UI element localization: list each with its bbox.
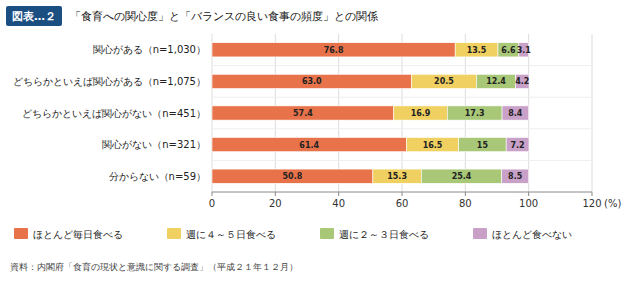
legend: ほとんど毎日食べる 週に４～５日食べる 週に２～３日食べる ほとんど食べない xyxy=(14,228,572,240)
bar-segment xyxy=(212,106,394,120)
data-label: 63.0 xyxy=(302,77,322,86)
grid-line xyxy=(592,34,593,192)
x-axis-line xyxy=(212,192,592,193)
data-labels: 76.8 13.5 6.63.1 63.0 20.5 12.4 4.2 57.4 16.9 17.… xyxy=(283,46,532,181)
category-label: どちらかといえば関心がある（n=1,075） xyxy=(13,76,206,87)
source-note: 資料：内閣府「食育の現状と意識に関する調査」（平成２１年１２月） xyxy=(10,262,298,272)
data-label: 20.5 xyxy=(434,77,454,86)
data-label: 15.3 xyxy=(387,172,407,181)
legend-swatch xyxy=(320,228,334,239)
tick-mark xyxy=(275,192,276,196)
bar-segment xyxy=(506,137,529,151)
bar-segment xyxy=(459,137,507,151)
tick-mark xyxy=(592,192,593,196)
bar-segment xyxy=(455,43,498,57)
tick-mark xyxy=(465,192,466,196)
data-label: 8.5 xyxy=(508,172,523,181)
data-label: 3.1 xyxy=(517,46,532,55)
data-label: 13.5 xyxy=(467,46,487,55)
grid xyxy=(212,34,592,192)
tick-label: 0 xyxy=(209,198,215,209)
tick-mark xyxy=(402,192,403,196)
x-axis-label: (%) xyxy=(604,198,621,209)
bar-segment xyxy=(212,137,406,151)
tick-label: 40 xyxy=(332,198,345,209)
legend-entry: 週に２～３日食べる xyxy=(339,229,429,240)
bars xyxy=(212,43,529,184)
legend-entry: ほとんど毎日食べる xyxy=(33,229,123,240)
legend-entry: 週に４～５日食べる xyxy=(186,229,276,240)
tick-label: 100 xyxy=(519,198,538,209)
data-label: 57.4 xyxy=(293,109,313,118)
tick-mark xyxy=(212,192,213,196)
data-label: 25.4 xyxy=(452,172,472,181)
bar-segment xyxy=(502,106,529,120)
data-label: 7.2 xyxy=(510,141,524,150)
category-label: 関心がない（n=321） xyxy=(102,139,206,150)
bar-segment xyxy=(212,169,373,183)
data-label: 12.4 xyxy=(486,77,506,86)
data-label: 16.5 xyxy=(423,141,443,150)
data-label: 17.3 xyxy=(465,109,485,118)
category-label: 関心がある（n=1,030） xyxy=(93,44,206,55)
legend-swatch xyxy=(167,228,181,239)
legend-swatch xyxy=(14,228,28,239)
bar-segment xyxy=(447,106,502,120)
bar-segment xyxy=(412,74,477,88)
bar-segment xyxy=(406,137,458,151)
tick-label: 120 xyxy=(582,198,601,209)
data-label: 8.4 xyxy=(508,109,523,118)
legend-entry: ほとんど食べない xyxy=(492,229,572,240)
tick-mark xyxy=(528,192,529,196)
chart: 図表…２ 「食育への関心度」と「バランスの良い食事の頻度」との関係 0 20 40 60 8… xyxy=(0,0,640,291)
tick-mark xyxy=(338,192,339,196)
category-label: どちらかといえば関心がない（n=451） xyxy=(22,108,206,119)
data-label: 76.8 xyxy=(324,46,344,55)
bar-segment xyxy=(373,169,421,183)
row-separator xyxy=(212,160,592,161)
data-label: 4.2 xyxy=(515,77,529,86)
row-separator xyxy=(212,128,592,129)
bar-segment xyxy=(421,169,501,183)
tick-label: 60 xyxy=(396,198,409,209)
legend-swatch xyxy=(473,228,487,239)
tick-label: 20 xyxy=(269,198,282,209)
header-label: 図表…２ xyxy=(12,10,56,23)
data-label: 50.8 xyxy=(283,172,303,181)
row-separator xyxy=(212,97,592,98)
data-label: 16.9 xyxy=(411,109,431,118)
bar-segment xyxy=(476,74,515,88)
tick-label: 80 xyxy=(459,198,472,209)
title: 「食育への関心度」と「バランスの良い食事の頻度」との関係 xyxy=(70,10,378,23)
bar-segment xyxy=(516,74,529,88)
data-label: 6.6 xyxy=(501,46,516,55)
data-label: 15 xyxy=(477,141,489,150)
row-separator xyxy=(212,65,592,66)
category-label: 分からない（n=59） xyxy=(109,171,206,182)
bar-segment xyxy=(394,106,448,120)
header-label-box xyxy=(6,6,62,26)
bar-segment xyxy=(502,169,529,183)
bar-segment xyxy=(212,43,455,57)
data-label: 61.4 xyxy=(299,141,319,150)
bar-segment xyxy=(212,74,412,88)
